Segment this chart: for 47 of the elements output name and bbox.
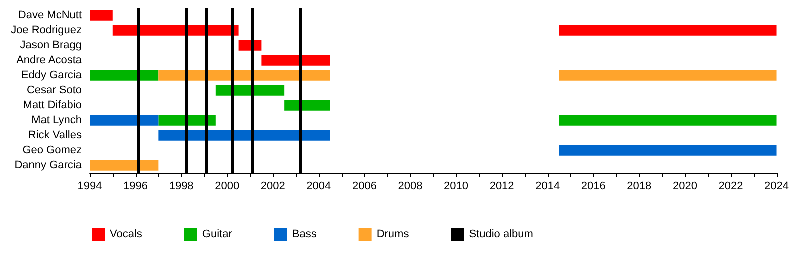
x-tick-label: 1996 <box>124 180 148 192</box>
bar <box>559 70 777 81</box>
y-tick-label: Rick Valles <box>28 130 82 142</box>
bar <box>559 145 777 156</box>
bar <box>559 115 777 126</box>
legend-label: Vocals <box>110 228 143 240</box>
y-tick-label: Joe Rodriguez <box>11 24 82 36</box>
x-tick-label: 2018 <box>627 180 652 192</box>
y-tick-label: Dave McNutt <box>18 10 82 22</box>
y-tick-label: Andre Acosta <box>16 54 83 66</box>
x-tick-label: 2022 <box>718 180 744 192</box>
legend-label: Studio album <box>469 228 534 240</box>
legend-label: Guitar <box>202 228 233 240</box>
x-tick-label: 2012 <box>490 180 514 192</box>
x-tick-label: 2024 <box>764 180 790 192</box>
bar <box>158 70 330 81</box>
x-tick-label: 2004 <box>306 180 332 192</box>
x-tick-label: 1994 <box>78 180 102 192</box>
y-tick-label: Mat Lynch <box>32 114 82 126</box>
bar <box>90 70 159 81</box>
legend-label: Drums <box>376 228 410 240</box>
bar <box>216 85 285 96</box>
x-tick-label: 2020 <box>672 180 698 192</box>
bar <box>284 100 330 111</box>
y-tick-label: Geo Gomez <box>22 144 82 156</box>
bar <box>559 25 777 36</box>
x-tick-label: 2014 <box>536 180 560 192</box>
x-tick-label: 2000 <box>215 180 240 192</box>
x-tick-label: 1998 <box>169 180 194 192</box>
y-tick-label: Cesar Soto <box>26 84 82 96</box>
y-tick-label: Matt Difabio <box>23 100 82 112</box>
y-tick-label: Jason Bragg <box>20 40 82 52</box>
bar <box>158 130 330 141</box>
x-tick-label: 2010 <box>444 180 469 192</box>
x-tick-label: 2016 <box>581 180 606 192</box>
bar <box>158 115 216 126</box>
bar <box>262 55 330 66</box>
y-tick-label: Danny Garcia <box>14 160 83 172</box>
bar <box>90 10 113 21</box>
x-tick-label: 2006 <box>352 180 377 192</box>
y-tick-label: Eddy Garcia <box>21 70 83 82</box>
bar <box>90 160 159 171</box>
bar <box>112 25 239 36</box>
bar <box>90 115 159 126</box>
legend-label: Bass <box>292 228 318 240</box>
x-tick-label: 2002 <box>260 180 286 192</box>
x-tick-label: 2008 <box>398 180 423 192</box>
